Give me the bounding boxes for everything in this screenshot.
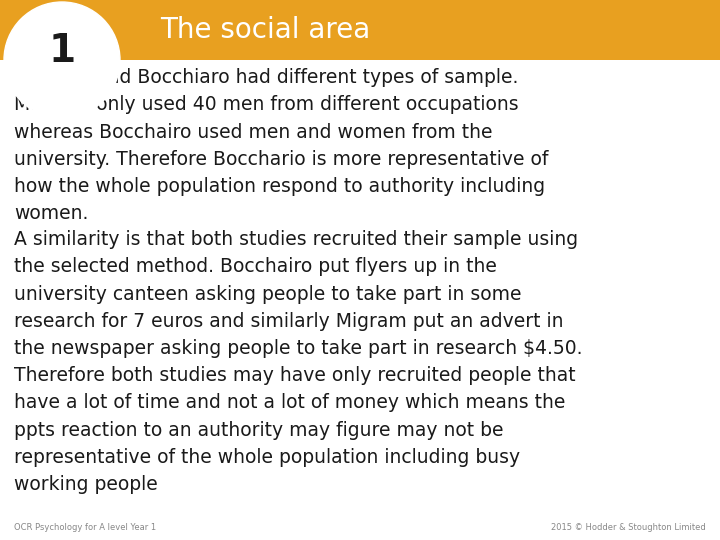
Text: The social area: The social area (160, 16, 370, 44)
Text: 1: 1 (48, 32, 76, 70)
Circle shape (4, 2, 120, 118)
Bar (0, 0, 720, 60)
Circle shape (4, 2, 120, 118)
Bar (0, 0, 720, 60)
Text: A similarity is that both studies recruited their sample using
the selected meth: A similarity is that both studies recrui… (14, 230, 582, 494)
Text: Milgram and Bocchiaro had different types of sample.
Milgram only used 40 men fr: Milgram and Bocchiaro had different type… (14, 68, 549, 223)
Text: OCR Psychology for A level Year 1: OCR Psychology for A level Year 1 (14, 523, 156, 532)
Text: 2015 © Hodder & Stoughton Limited: 2015 © Hodder & Stoughton Limited (552, 523, 706, 532)
